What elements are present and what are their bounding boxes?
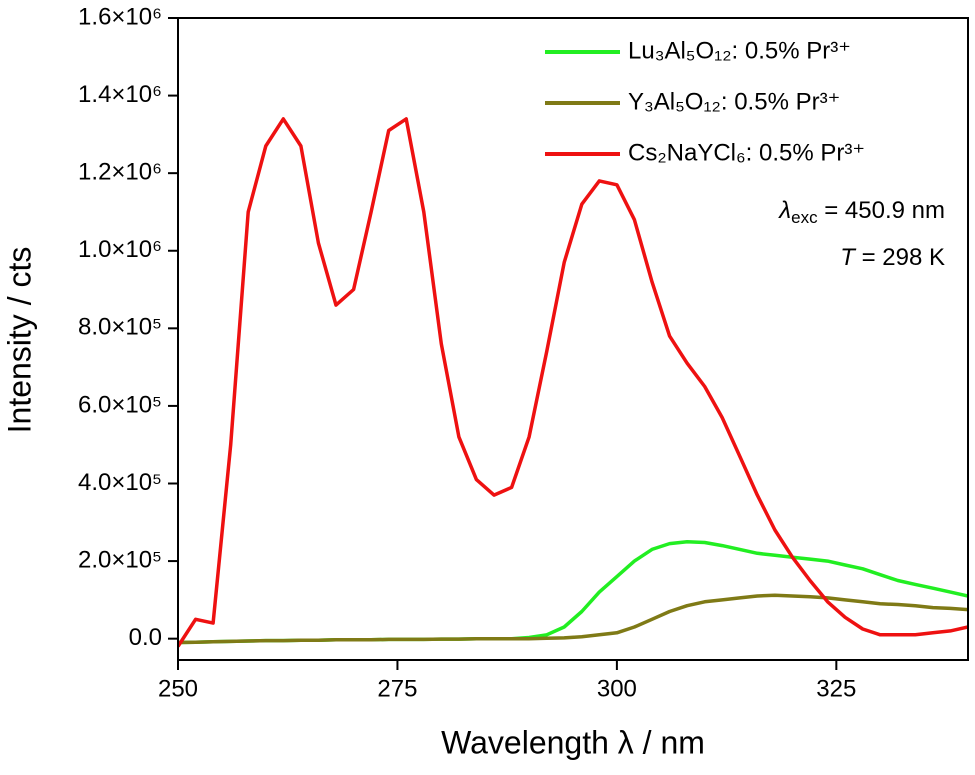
legend-label: Y₃Al₅O₁₂: 0.5% Pr³⁺: [628, 88, 840, 115]
annotation-part: λ: [777, 197, 791, 224]
legend-label: Cs₂NaYCl₆: 0.5% Pr³⁺: [628, 139, 865, 166]
x-tick-label: 275: [377, 675, 417, 702]
series-line: [178, 593, 968, 645]
annotation-part: T: [840, 244, 857, 271]
x-axis-label: Wavelength λ / nm: [441, 724, 705, 760]
series-line: [178, 539, 968, 645]
y-tick-label: 1.6×10⁶: [78, 3, 162, 30]
x-tick-label: 250: [158, 675, 198, 702]
annotation: T = 298 K: [840, 244, 945, 271]
annotation: λexc = 450.9 nm: [777, 197, 945, 227]
y-tick-label: 8.0×10⁵: [78, 314, 162, 341]
y-tick-label: 1.4×10⁶: [78, 81, 162, 108]
plot-frame: [177, 17, 969, 661]
legend-label: Lu₃Al₅O₁₂: 0.5% Pr³⁺: [628, 37, 851, 64]
annotation-part: = 450.9 nm: [818, 197, 945, 224]
series-line: [178, 117, 968, 648]
y-axis-label: Intensity / cts: [1, 247, 37, 434]
y-tick-label: 1.0×10⁶: [78, 236, 162, 263]
x-tick-label: 325: [816, 675, 856, 702]
x-tick-label: 300: [597, 675, 637, 702]
y-tick-label: 6.0×10⁵: [78, 391, 162, 418]
y-tick-label: 4.0×10⁵: [78, 469, 162, 496]
y-tick-label: 1.2×10⁶: [78, 159, 162, 186]
annotation-part: exc: [791, 208, 818, 227]
y-tick-label: 2.0×10⁵: [78, 546, 162, 573]
annotation-part: = 298 K: [855, 244, 945, 271]
y-tick-label: 0.0: [129, 624, 162, 651]
